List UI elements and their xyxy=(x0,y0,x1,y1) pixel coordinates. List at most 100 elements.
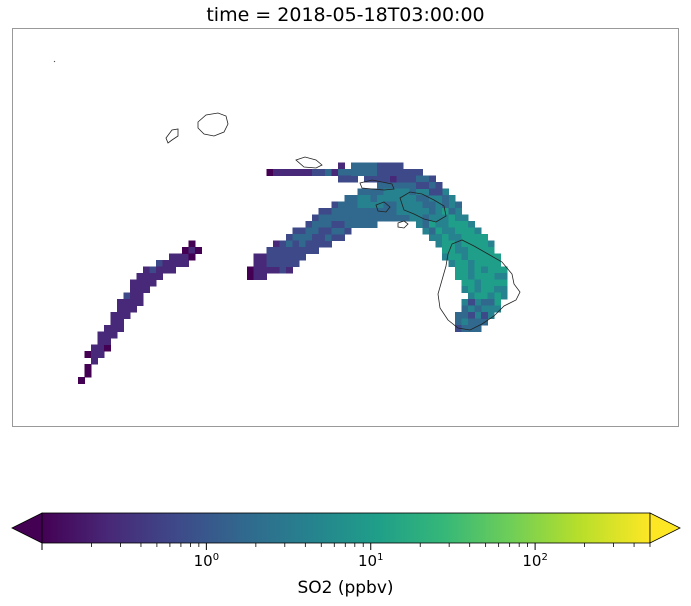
plume-cell xyxy=(422,208,430,215)
plume-cell xyxy=(351,162,358,170)
plume-cell xyxy=(286,234,293,241)
plume-cell xyxy=(292,240,300,248)
plume-cell xyxy=(104,338,111,345)
plume-cell xyxy=(91,357,98,365)
plume-cell xyxy=(338,201,345,209)
plume-cell xyxy=(286,247,293,254)
plume-cell xyxy=(422,214,430,222)
plume-cell xyxy=(468,247,475,254)
plume-cell xyxy=(481,260,488,267)
plume-cell xyxy=(351,195,358,202)
plume-cell xyxy=(455,325,462,332)
plume-cell xyxy=(487,299,495,306)
plume-cell xyxy=(370,175,378,183)
plume-cell xyxy=(331,169,339,176)
plume-cell xyxy=(299,227,306,235)
plume-cell xyxy=(468,279,475,287)
plume-cell xyxy=(377,175,384,183)
plume-cell xyxy=(156,273,163,280)
plume-cell xyxy=(474,318,482,326)
plume-cell xyxy=(188,247,196,254)
plume-cell xyxy=(474,286,482,293)
plume-cell xyxy=(143,273,150,280)
plume-cell xyxy=(331,234,339,241)
plume-cell xyxy=(409,188,417,196)
plume-cell xyxy=(494,286,501,293)
plume-cell xyxy=(481,312,488,319)
plume-cell xyxy=(377,201,384,209)
colorbar-tick-label: 101 xyxy=(358,552,384,570)
plume-cell xyxy=(351,201,358,209)
plume-cell xyxy=(461,299,469,306)
plume-cell xyxy=(494,260,501,267)
plume-cell xyxy=(403,188,410,196)
plume-cell xyxy=(481,240,488,248)
plume-cell xyxy=(494,279,501,287)
plume-cell xyxy=(416,169,423,176)
plume-cell xyxy=(110,325,118,332)
plume-cell xyxy=(182,260,189,267)
plume-cell xyxy=(325,208,332,215)
plume-cell xyxy=(442,195,449,202)
plume-cell xyxy=(403,208,410,215)
plume-cell xyxy=(279,240,287,248)
plume-cell xyxy=(474,260,482,267)
plume-cell xyxy=(468,273,475,280)
plume-cell xyxy=(292,227,300,235)
plume-cell xyxy=(474,266,482,274)
plume-cell xyxy=(364,162,371,170)
plume-cell xyxy=(416,208,423,215)
plume-cell xyxy=(416,182,423,189)
plume-cell xyxy=(318,234,326,241)
plume-cell xyxy=(377,214,384,222)
plume-cell xyxy=(357,201,365,209)
plume-cell xyxy=(448,201,456,209)
plume-cell xyxy=(468,305,475,313)
plume-cell xyxy=(474,312,482,319)
plume-cell xyxy=(331,208,339,215)
island-maui xyxy=(399,191,447,223)
plume-cell xyxy=(279,253,287,261)
plume-cell xyxy=(130,292,137,300)
island-molokai xyxy=(295,156,323,169)
plume-cell xyxy=(481,253,488,261)
plume-cell xyxy=(461,253,469,261)
plume-cell xyxy=(156,266,163,274)
plume-cell xyxy=(305,227,313,235)
plume-cell xyxy=(468,286,475,293)
plume-cell xyxy=(442,253,449,261)
plume-cell xyxy=(487,305,495,313)
plume-cell xyxy=(377,169,384,176)
plume-cell xyxy=(338,162,345,170)
plume-cell xyxy=(331,214,339,222)
plume-cell xyxy=(383,214,391,222)
plume-cell xyxy=(357,221,365,228)
plume-cell xyxy=(344,208,352,215)
plume-cell xyxy=(318,169,326,176)
plume-cell xyxy=(84,364,92,371)
plume-cell xyxy=(468,221,475,228)
plume-cell xyxy=(468,299,475,306)
plume-cell xyxy=(331,201,339,209)
plume-cell xyxy=(292,253,300,261)
plume-cell xyxy=(357,195,365,202)
plume-cell xyxy=(455,273,462,280)
plume-cell xyxy=(468,240,475,248)
plume-cell xyxy=(305,221,313,228)
island-oahu xyxy=(165,128,179,144)
plume-cell xyxy=(318,214,326,222)
plume-cell xyxy=(455,312,462,319)
plume-cell xyxy=(253,266,261,274)
plume-cell xyxy=(117,299,124,306)
plume-cell xyxy=(331,221,339,228)
plume-cell xyxy=(130,279,137,287)
plume-cell xyxy=(390,214,397,222)
plume-cell xyxy=(351,208,358,215)
plume-cell xyxy=(435,208,443,215)
plume-cell xyxy=(305,247,313,254)
plume-cell xyxy=(286,169,293,176)
plume-cell xyxy=(357,169,365,176)
plume-cell xyxy=(455,266,462,274)
plume-cell xyxy=(403,175,410,183)
plume-cell xyxy=(461,247,469,254)
